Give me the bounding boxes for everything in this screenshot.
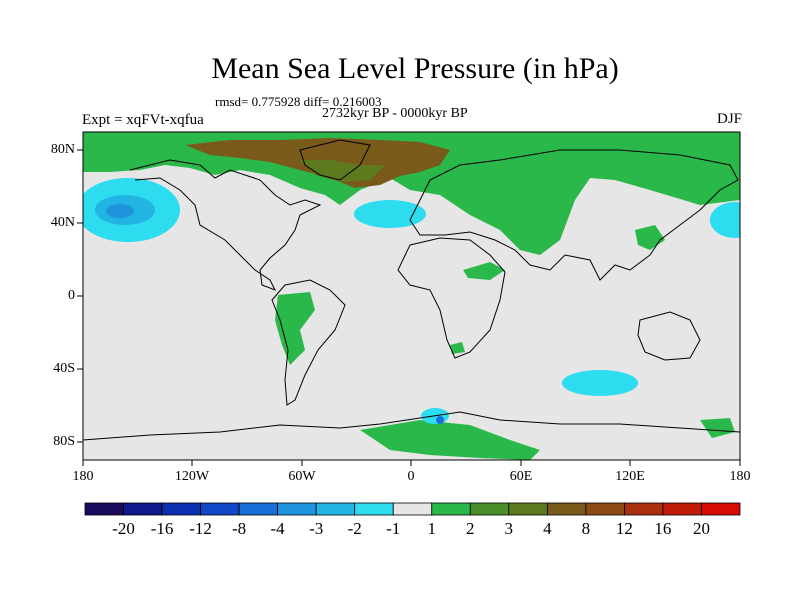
- colorbar-label: 20: [693, 519, 710, 538]
- colorbar-swatch: [624, 502, 664, 516]
- colorbar-label: 16: [654, 519, 672, 538]
- tick-marks: [77, 149, 741, 466]
- colorbar-swatch: [161, 502, 201, 516]
- lon-label-60e: 60E: [509, 469, 533, 484]
- east-pacific-low: [710, 202, 740, 238]
- colorbar-swatch: [662, 502, 702, 516]
- colorbar-swatch: [469, 502, 510, 516]
- arctic-olive-anomaly: [300, 160, 385, 182]
- africa-coastline: [397, 237, 506, 359]
- lat-label-40n: 40N: [50, 215, 75, 230]
- colorbar-swatch: [277, 502, 317, 516]
- north-atlantic-low: [354, 200, 426, 228]
- colorbar-label: 8: [581, 519, 591, 538]
- lon-label-0: 0: [407, 469, 415, 484]
- lat-label-0: 0: [68, 288, 75, 303]
- lon-label-180w: 180: [72, 469, 94, 484]
- colorbar-label: 2: [466, 519, 475, 538]
- lat-label-80s: 80S: [53, 434, 75, 449]
- colorbar-label: 3: [504, 519, 514, 538]
- lon-label-60w: 60W: [288, 469, 316, 484]
- north-pacific-low-core: [106, 204, 134, 218]
- southern-ocean-positive-anomaly: [360, 420, 540, 460]
- colorbar-swatch: [701, 502, 741, 516]
- colorbar-swatch: [431, 502, 471, 516]
- colorbar-label: -4: [270, 519, 285, 538]
- south-america-positive-anomaly: [275, 292, 315, 365]
- colorbar-swatch: [392, 502, 433, 516]
- colorbar-label: 12: [615, 519, 633, 538]
- colorbar-swatch: [315, 502, 356, 516]
- season-label: DJF: [716, 111, 742, 127]
- lon-label-120w: 120W: [174, 469, 210, 484]
- colorbar-label: -2: [347, 519, 362, 538]
- lon-label-120e: 120E: [615, 469, 645, 484]
- colorbar-swatch: [508, 502, 548, 516]
- anomaly-fill-layer: [83, 132, 740, 460]
- antarctica-coastline: [83, 411, 740, 441]
- colorbar-label: -12: [189, 519, 212, 538]
- colorbar-label: -16: [150, 519, 174, 538]
- antarctic-coast-low-core: [436, 416, 444, 424]
- colorbar-label: -8: [232, 519, 247, 538]
- coastlines: [83, 139, 740, 441]
- east-africa-positive-anomaly: [463, 262, 505, 280]
- greenland-coastline: [299, 139, 371, 181]
- lon-label-180e: 180: [729, 469, 751, 484]
- period-label: 2732kyr BP - 0000kyr BP: [322, 106, 468, 121]
- colorbar-label: -20: [112, 519, 135, 538]
- colorbar-swatch: [546, 502, 587, 516]
- colorbar-swatch: [354, 502, 394, 516]
- eurasia-coastline: [409, 149, 739, 281]
- arctic-positive-anomaly: [83, 132, 740, 255]
- australia-coastline: [637, 311, 701, 361]
- experiment-label: Expt = xqFVt-xqfua: [82, 112, 204, 128]
- antarctic-edge-positive-anomaly: [700, 418, 735, 438]
- south-america-coastline: [271, 279, 346, 406]
- colorbar-label: 4: [543, 519, 552, 538]
- colorbar-swatch: [84, 502, 124, 516]
- colorbar-label: -3: [309, 519, 324, 538]
- colorbar-label: -1: [386, 519, 401, 538]
- lat-label-80n: 80N: [50, 142, 75, 157]
- map-title: Mean Sea Level Pressure (in hPa): [211, 52, 619, 85]
- colorbar-swatch: [238, 502, 279, 516]
- colorbar-swatch: [585, 502, 625, 516]
- north-america-coastline: [129, 159, 322, 291]
- rmsd-diff-stats: rmsd= 0.775928 diff= 0.216003: [215, 94, 382, 109]
- colorbar-swatch: [123, 502, 163, 516]
- south-africa-positive-anomaly: [450, 342, 465, 354]
- colorbar-label: 1: [427, 519, 437, 538]
- colorbar-swatch: [200, 502, 240, 516]
- southern-indian-ocean-low: [562, 370, 638, 396]
- lat-label-40s: 40S: [53, 361, 75, 376]
